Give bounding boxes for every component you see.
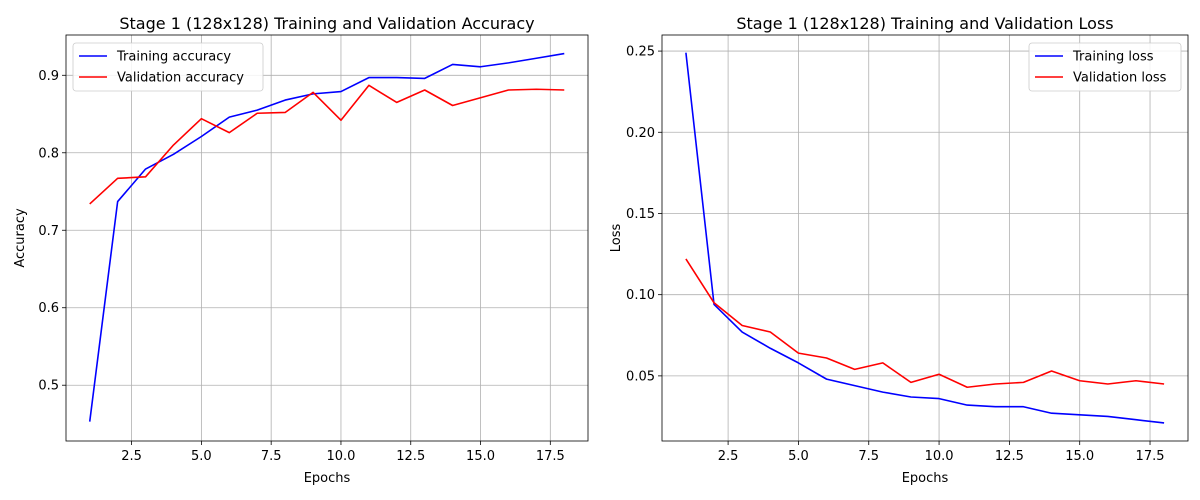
x-tick-label: 10.0 [326, 449, 355, 464]
legend: Training accuracy Validation accuracy [72, 42, 264, 92]
y-tick-label: 0.20 [626, 126, 655, 141]
legend-box [72, 42, 264, 92]
x-tick-label: 17.5 [1136, 449, 1165, 464]
x-tick-label: 15.0 [1065, 449, 1094, 464]
plot-frame [661, 34, 1189, 442]
series-line-training-accuracy [88, 52, 565, 422]
legend-box [1028, 42, 1182, 92]
x-tick-label: 7.5 [858, 449, 879, 464]
y-tick-label: 0.15 [626, 207, 655, 222]
series-line-validation-accuracy [89, 84, 565, 205]
x-tick-label: 12.5 [396, 449, 425, 464]
x-tick-label: 2.5 [718, 449, 739, 464]
chart-title: Stage 1 (128x128) Training and Validatio… [736, 14, 1113, 33]
y-tick-label: 0.10 [626, 288, 655, 303]
chart-panel-2: 2.5 5.0 7.5 10.0 12.5 15.0 17.5 0.05 0.10 0.15 0.2… [609, 14, 1189, 486]
y-tick-label: 0.8 [38, 146, 59, 161]
y-tick-label: 0.05 [626, 369, 655, 384]
y-axis-label: Loss [609, 224, 624, 253]
y-tick-label: 0.5 [38, 379, 59, 394]
series-line-training-loss [685, 52, 1165, 424]
series-line-validation-loss [685, 258, 1165, 389]
x-tick-label: 10.0 [925, 449, 954, 464]
x-tick-label: 15.0 [466, 449, 495, 464]
x-tick-label: 2.5 [121, 449, 142, 464]
legend: Training loss Validation loss [1028, 42, 1182, 92]
legend-label: Training accuracy [116, 50, 231, 65]
x-tick-label: 5.0 [191, 449, 212, 464]
y-axis-label: Accuracy [13, 208, 28, 268]
plot-frame [65, 34, 589, 442]
x-axis-label: Epochs [304, 471, 351, 486]
legend-label: Validation accuracy [117, 71, 244, 86]
x-tick-label: 17.5 [536, 449, 565, 464]
x-tick-label: 7.5 [261, 449, 282, 464]
legend-label: Validation loss [1073, 71, 1167, 86]
chart-panel-1: 2.5 5.0 7.5 10.0 12.5 15.0 17.5 0.5 0.6 0.7 0.8 0.9… [13, 14, 589, 486]
x-tick-label: 5.0 [788, 449, 809, 464]
y-tick-label: 0.7 [38, 224, 59, 239]
legend-label: Training loss [1072, 50, 1154, 65]
y-tick-label: 0.25 [626, 45, 655, 60]
chart-title: Stage 1 (128x128) Training and Validatio… [119, 14, 534, 33]
x-axis-label: Epochs [902, 471, 949, 486]
x-tick-label: 12.5 [995, 449, 1024, 464]
y-tick-label: 0.6 [38, 301, 59, 316]
y-tick-label: 0.9 [38, 69, 59, 84]
